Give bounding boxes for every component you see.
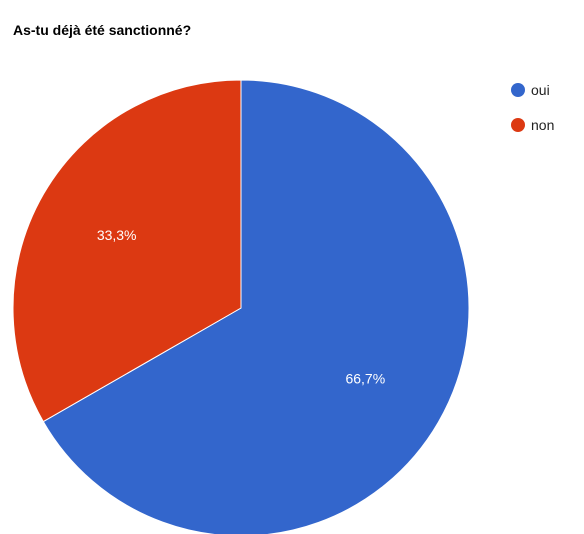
- legend: oui non: [511, 80, 554, 150]
- pie-slice-non[interactable]: [12, 79, 242, 423]
- pie-slice-oui[interactable]: [42, 79, 470, 534]
- pie-slice-label-oui: 66,7%: [345, 371, 385, 387]
- pie-slice-label-non: 33,3%: [97, 227, 137, 243]
- legend-label-oui: oui: [531, 81, 550, 98]
- legend-item-non[interactable]: non: [511, 115, 554, 134]
- pie-slices: [12, 79, 470, 534]
- pie-slice-labels: 66,7% 33,3%: [97, 227, 385, 387]
- legend-label-non: non: [531, 116, 555, 133]
- legend-swatch-oui: [511, 82, 525, 97]
- chart-title: As-tu déjà été sanctionné?: [13, 22, 192, 38]
- legend-item-oui[interactable]: oui: [511, 80, 554, 99]
- legend-swatch-non: [511, 117, 525, 132]
